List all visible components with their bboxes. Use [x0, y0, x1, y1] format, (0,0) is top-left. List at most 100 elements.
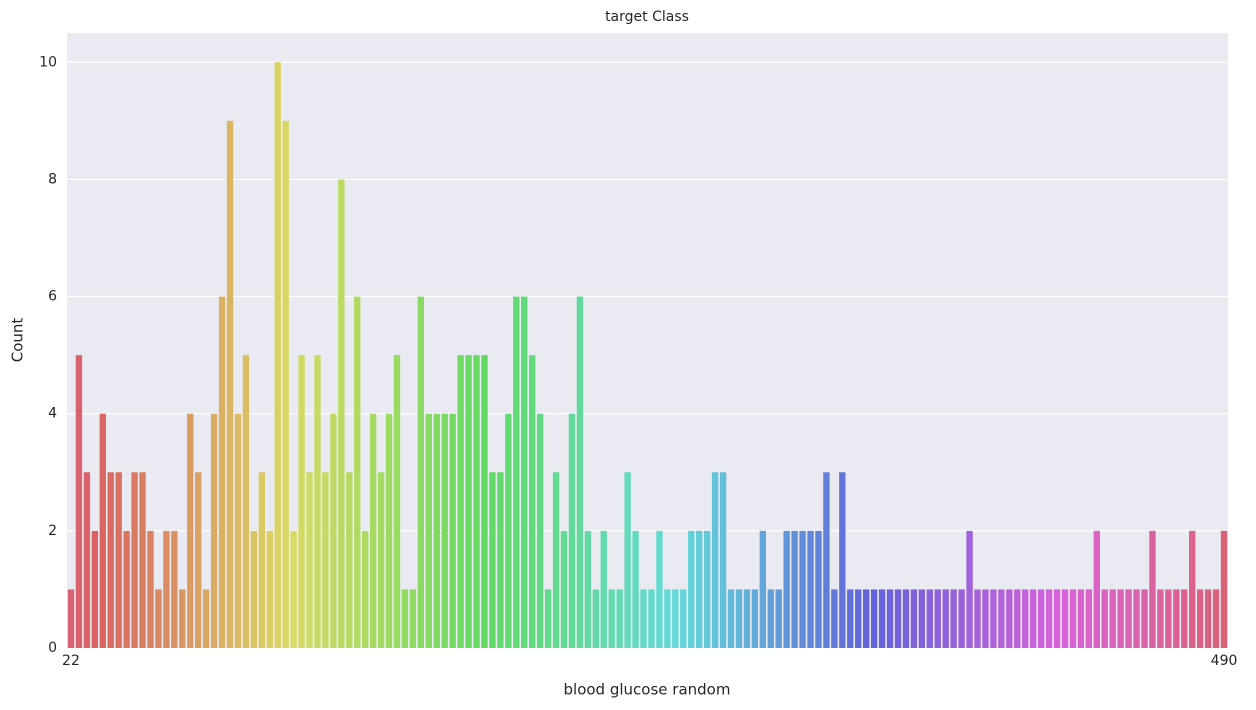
bar	[131, 472, 138, 648]
bar	[457, 355, 464, 648]
bar	[266, 530, 273, 648]
y-tick-label: 4	[48, 406, 57, 422]
bar	[1189, 530, 1196, 648]
bar	[250, 530, 258, 648]
bar	[163, 530, 170, 648]
bar	[1173, 589, 1180, 648]
bar	[640, 589, 647, 648]
bar	[115, 472, 122, 648]
bar	[433, 413, 440, 648]
bar	[385, 413, 393, 648]
bar	[425, 413, 432, 648]
bar	[449, 413, 456, 648]
bar	[155, 589, 162, 648]
bar	[696, 530, 703, 648]
bar	[791, 530, 798, 648]
bar	[481, 355, 488, 648]
bar	[656, 530, 663, 648]
bar	[377, 472, 385, 648]
bar	[807, 530, 814, 648]
bar	[767, 589, 774, 648]
bar	[147, 530, 154, 648]
bar	[1220, 530, 1228, 648]
bar	[703, 530, 711, 648]
bar	[751, 589, 759, 648]
bar	[298, 355, 305, 648]
bar	[783, 530, 790, 648]
bar	[1085, 589, 1093, 648]
bar	[362, 530, 369, 648]
bar	[855, 589, 862, 648]
bar	[719, 472, 727, 648]
bar	[401, 589, 409, 648]
bar	[974, 589, 981, 648]
bar	[409, 589, 417, 648]
bar	[441, 413, 448, 648]
bar	[139, 472, 146, 648]
bar	[171, 530, 178, 648]
bar	[202, 589, 210, 648]
bar	[1196, 589, 1204, 648]
bar	[330, 413, 337, 648]
bar	[1165, 589, 1172, 648]
bar	[1069, 589, 1077, 648]
bar	[823, 472, 830, 648]
bar	[576, 296, 584, 648]
bar	[195, 472, 202, 648]
bar	[505, 413, 512, 648]
bar	[926, 589, 933, 648]
bar	[75, 355, 83, 648]
bar	[608, 589, 615, 648]
bar	[831, 589, 838, 648]
bar	[958, 589, 965, 648]
bar	[91, 530, 99, 648]
bar	[67, 589, 75, 648]
bar	[322, 472, 329, 648]
bar	[886, 589, 894, 648]
bar	[863, 589, 870, 648]
bar	[910, 589, 918, 648]
bar	[966, 530, 973, 648]
bar	[815, 530, 822, 648]
bar	[616, 589, 623, 648]
bar	[187, 413, 194, 648]
bar	[918, 589, 926, 648]
bar	[1141, 589, 1148, 648]
bar	[759, 530, 766, 648]
bar	[632, 530, 639, 648]
bar	[417, 296, 425, 648]
y-tick-label: 2	[48, 523, 57, 539]
bar	[1109, 589, 1116, 648]
bar	[735, 589, 743, 648]
bar	[624, 472, 631, 648]
bar	[338, 179, 345, 648]
y-axis-label: Count	[9, 318, 27, 363]
bar	[123, 530, 130, 648]
bar	[234, 413, 242, 648]
bar	[1157, 589, 1164, 648]
bar	[664, 589, 671, 648]
bar	[902, 589, 910, 648]
bar	[1204, 589, 1212, 648]
bar	[688, 530, 695, 648]
bar	[799, 530, 806, 648]
bar	[600, 530, 607, 648]
bar	[497, 472, 504, 648]
bar	[536, 413, 544, 648]
bar	[544, 589, 552, 648]
bar	[314, 355, 321, 648]
bar	[218, 296, 226, 648]
bar	[465, 355, 472, 648]
bar	[1006, 589, 1013, 648]
bar	[393, 355, 401, 648]
bar	[354, 296, 361, 648]
bar	[242, 355, 250, 648]
bar	[1029, 589, 1037, 648]
bar	[1212, 589, 1220, 648]
bar	[1022, 589, 1029, 648]
bar	[489, 472, 496, 648]
y-tick-label: 8	[48, 171, 57, 187]
y-tick-label: 6	[48, 289, 57, 305]
bar	[568, 413, 576, 648]
